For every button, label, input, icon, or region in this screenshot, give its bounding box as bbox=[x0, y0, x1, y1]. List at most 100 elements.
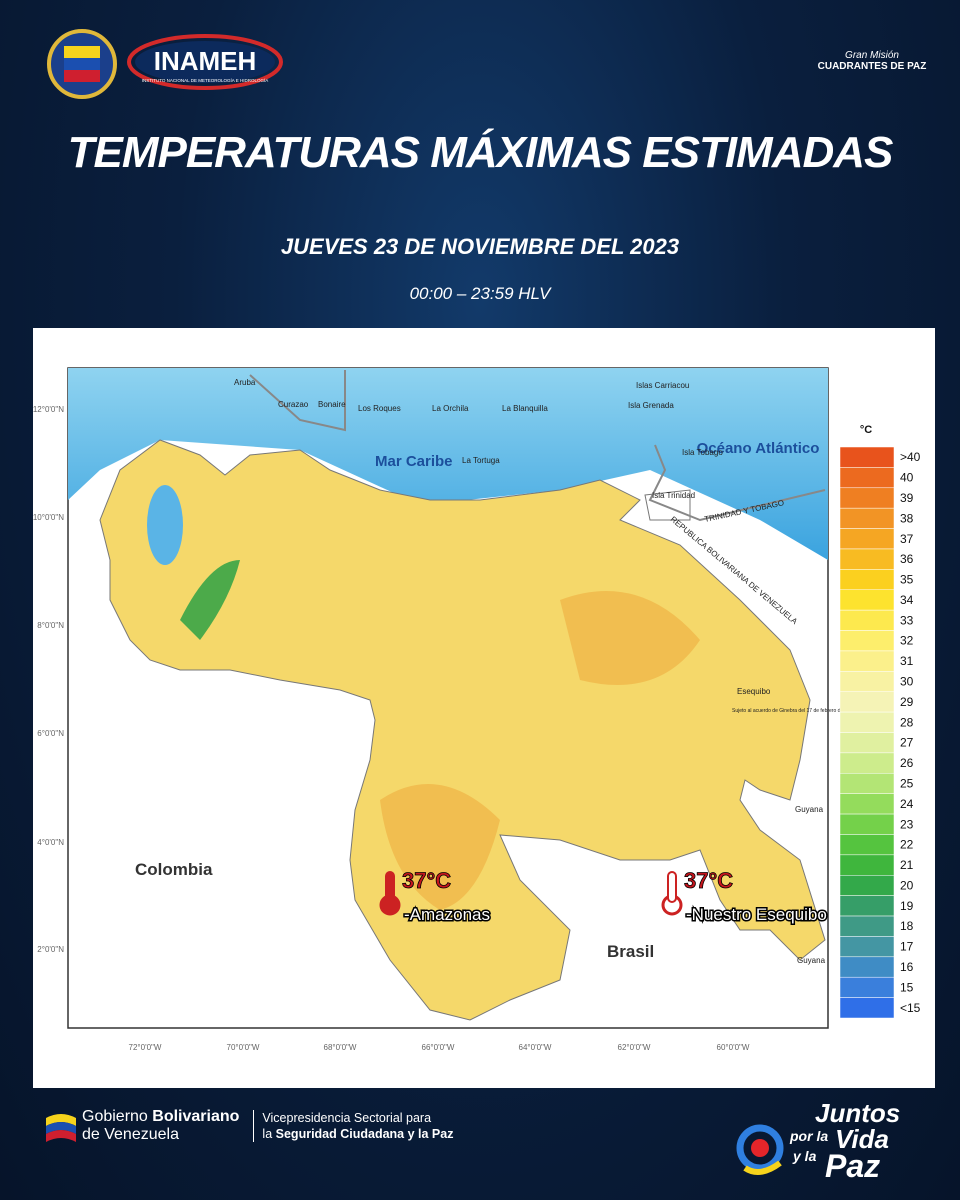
inameh-logo: INAMEH INSTITUTO NACIONAL DE METEOROLOGÍ… bbox=[127, 34, 283, 90]
coat-of-arms bbox=[47, 29, 117, 99]
legend-label: 21 bbox=[900, 858, 914, 872]
place-label: Bonaire bbox=[318, 400, 346, 409]
annotation-place: -Nuestro Esequibo bbox=[686, 905, 827, 924]
legend-swatch bbox=[839, 650, 895, 672]
legend-swatch bbox=[839, 875, 895, 896]
place-label: Curazao bbox=[278, 400, 309, 409]
annotation-temp: 37°C bbox=[684, 868, 733, 893]
legend-label: 28 bbox=[900, 715, 914, 729]
legend-swatch bbox=[839, 773, 895, 794]
legend-swatch bbox=[839, 956, 895, 978]
legend-swatch bbox=[839, 569, 895, 590]
legend-swatch bbox=[839, 630, 895, 652]
longitude-label: 60°0'0"W bbox=[717, 1043, 750, 1052]
legend-swatch bbox=[839, 895, 895, 917]
legend-label: 29 bbox=[900, 695, 914, 709]
slogan-5: Paz bbox=[825, 1148, 881, 1184]
place-label: La Blanquilla bbox=[502, 404, 548, 413]
mission-logo: Gran Misión CUADRANTES DE PAZ bbox=[812, 50, 932, 72]
longitude-label: 66°0'0"W bbox=[422, 1043, 455, 1052]
place-label: Guyana bbox=[795, 805, 824, 814]
legend-label: >40 bbox=[900, 450, 921, 464]
thermometer-icon bbox=[667, 871, 677, 903]
legend-label: 33 bbox=[900, 613, 914, 627]
legend-label: 26 bbox=[900, 756, 914, 770]
legend-label: 37 bbox=[900, 532, 914, 546]
legend-swatch bbox=[839, 528, 895, 550]
slogan: Juntos por la Vida y la Paz bbox=[735, 1098, 915, 1188]
legend-label: 25 bbox=[900, 776, 914, 790]
legend-swatch bbox=[839, 752, 895, 774]
place-label: Isla Tobago bbox=[682, 448, 723, 457]
place-label: Guyana bbox=[797, 956, 826, 965]
legend-swatch bbox=[839, 691, 895, 713]
legend-label: 31 bbox=[900, 654, 914, 668]
legend-label: 24 bbox=[900, 797, 914, 811]
time: 00:00 – 23:59 HLV bbox=[409, 284, 551, 303]
place-label: Aruba bbox=[234, 378, 256, 387]
legend-label: 30 bbox=[900, 675, 914, 689]
annotation-place: -Amazonas bbox=[404, 905, 490, 924]
place-label: Islas Carriacou bbox=[636, 381, 689, 390]
legend-swatch bbox=[839, 589, 895, 611]
longitude-label: 72°0'0"W bbox=[129, 1043, 162, 1052]
longitude-label: 68°0'0"W bbox=[324, 1043, 357, 1052]
legend-label: 22 bbox=[900, 838, 914, 852]
longitude-label: 64°0'0"W bbox=[519, 1043, 552, 1052]
border bbox=[648, 444, 826, 522]
legend-swatch bbox=[839, 936, 895, 958]
slogan-3: Vida bbox=[835, 1124, 889, 1154]
date: JUEVES 23 DE NOVIEMBRE DEL 2023 bbox=[280, 234, 680, 259]
legend-label: 32 bbox=[900, 634, 914, 648]
sea bbox=[68, 368, 828, 560]
gov-2: Bolivariano bbox=[152, 1108, 240, 1125]
latitude-label: 8°0'0"N bbox=[37, 621, 64, 630]
legend-swatch bbox=[839, 609, 895, 631]
place-label: La Orchila bbox=[432, 404, 469, 413]
legend-label: 27 bbox=[900, 736, 914, 750]
legend-label: 35 bbox=[900, 573, 914, 587]
legend-label: 36 bbox=[900, 552, 914, 566]
legend-unit: °C bbox=[860, 424, 872, 436]
legend-label: 18 bbox=[900, 919, 914, 933]
andes-cool bbox=[180, 560, 240, 640]
longitude-label: 70°0'0"W bbox=[227, 1043, 260, 1052]
ocean-label: Océano Atlántico bbox=[697, 440, 820, 457]
legend-swatch bbox=[839, 671, 895, 692]
flag-icon bbox=[46, 1114, 76, 1142]
place-label: La Tortuga bbox=[462, 456, 500, 465]
mission-name: CUADRANTES DE PAZ bbox=[817, 61, 927, 72]
legend-label: 17 bbox=[900, 940, 914, 954]
legend-label: 40 bbox=[900, 471, 914, 485]
legend-swatch bbox=[839, 854, 895, 876]
slogan-1: Juntos bbox=[815, 1098, 901, 1128]
longitude-label: 62°0'0"W bbox=[618, 1043, 651, 1052]
latitude-label: 4°0'0"N bbox=[37, 838, 64, 847]
legend-swatch bbox=[839, 793, 895, 815]
legend-label: 15 bbox=[900, 980, 914, 994]
legend-label: 23 bbox=[900, 817, 914, 831]
inameh-subtitle: INSTITUTO NACIONAL DE METEOROLOGÍA E HID… bbox=[142, 77, 269, 83]
thermometer-icon bbox=[385, 871, 395, 903]
legend-swatch bbox=[839, 487, 895, 509]
legend-swatch bbox=[839, 711, 895, 733]
legend-label: 39 bbox=[900, 491, 914, 505]
border bbox=[249, 370, 346, 432]
vice-1: Vicepresidencia Sectorial para bbox=[262, 1111, 432, 1125]
legend-swatch bbox=[839, 732, 895, 754]
hot-area bbox=[380, 591, 700, 910]
vice-2: la bbox=[262, 1127, 273, 1141]
slogan-4: y la bbox=[793, 1148, 817, 1164]
latitude-label: 10°0'0"N bbox=[33, 513, 64, 522]
country-label: Colombia bbox=[135, 860, 213, 879]
place-label: Los Roques bbox=[358, 404, 401, 413]
place-label: Isla Trinidad bbox=[652, 491, 695, 500]
gov-3: de Venezuela bbox=[82, 1126, 179, 1143]
sea-label: Mar Caribe bbox=[375, 453, 453, 470]
venezuela-land bbox=[99, 439, 826, 1021]
legend-label: 38 bbox=[900, 511, 914, 525]
legend-swatch bbox=[839, 834, 895, 856]
legend-swatch bbox=[839, 467, 895, 489]
